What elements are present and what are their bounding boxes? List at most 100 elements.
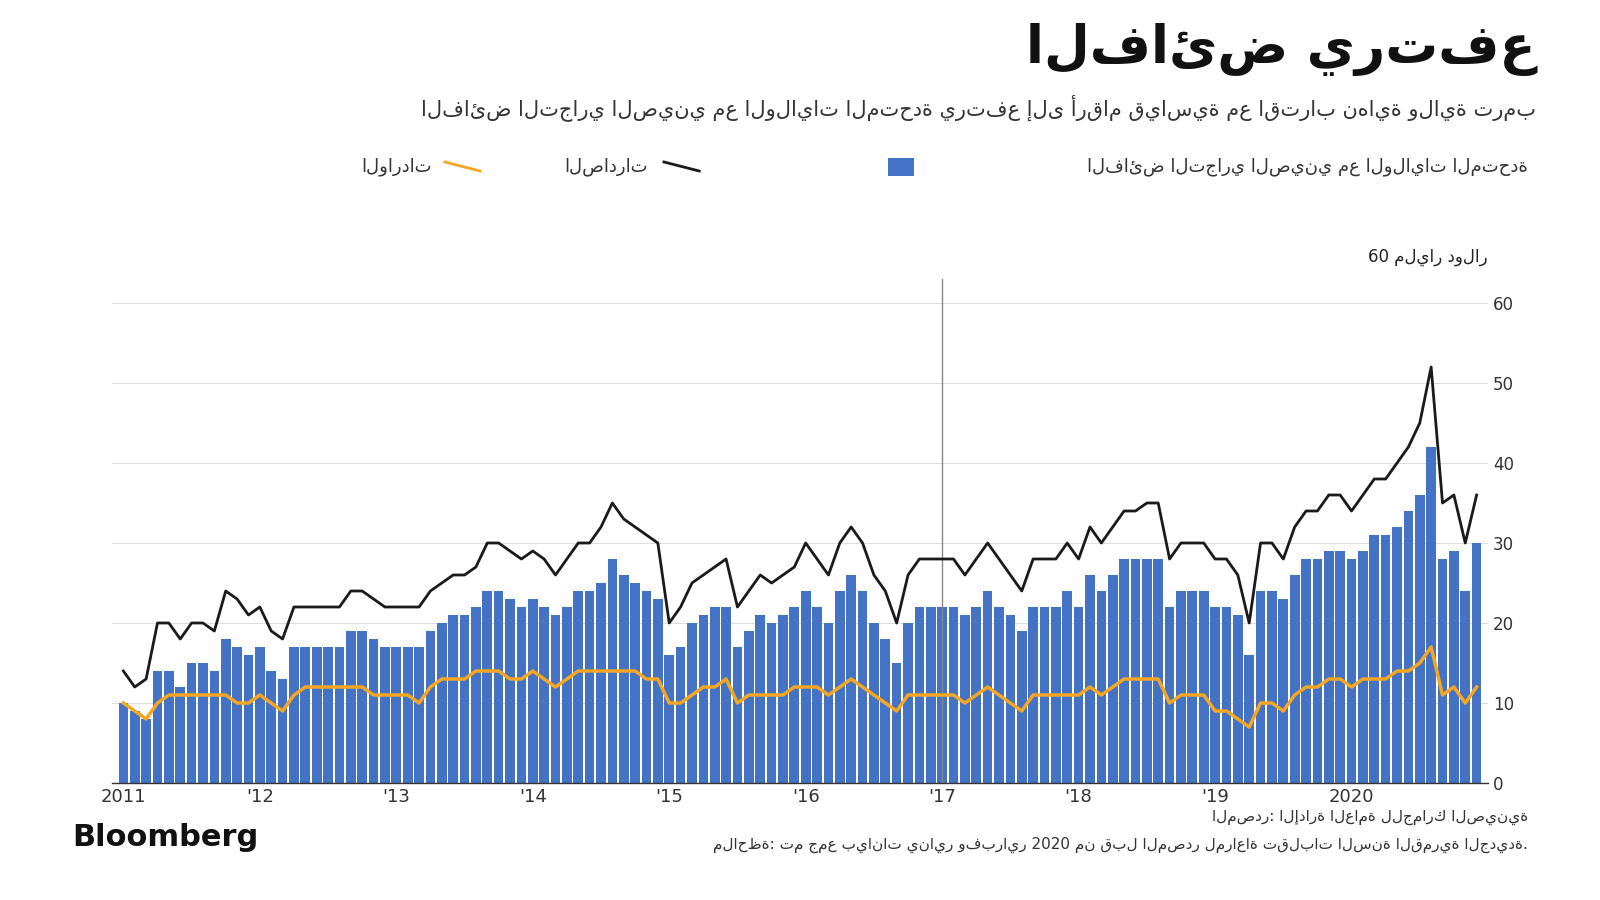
- Text: Bloomberg: Bloomberg: [72, 824, 258, 852]
- Bar: [1165, 607, 1174, 783]
- Bar: [1256, 591, 1266, 783]
- Bar: [1278, 599, 1288, 783]
- Bar: [722, 607, 731, 783]
- Bar: [1245, 655, 1254, 783]
- Bar: [517, 607, 526, 783]
- Bar: [642, 591, 651, 783]
- Bar: [888, 158, 914, 176]
- Bar: [949, 607, 958, 783]
- Bar: [971, 607, 981, 783]
- Bar: [630, 583, 640, 783]
- Bar: [1131, 559, 1141, 783]
- Bar: [323, 647, 333, 783]
- Bar: [448, 615, 458, 783]
- Bar: [1301, 559, 1310, 783]
- Bar: [710, 607, 720, 783]
- Bar: [915, 607, 925, 783]
- Bar: [778, 615, 787, 783]
- Bar: [1290, 575, 1299, 783]
- Bar: [686, 623, 698, 783]
- Bar: [426, 631, 435, 783]
- Bar: [1267, 591, 1277, 783]
- Bar: [744, 631, 754, 783]
- Bar: [1074, 607, 1083, 783]
- Bar: [1472, 543, 1482, 783]
- Bar: [290, 647, 299, 783]
- Bar: [381, 647, 390, 783]
- Text: الفائض التجاري الصيني مع الولايات المتحدة يرتفع إلى أرقام قياسية مع اقتراب نهاية: الفائض التجاري الصيني مع الولايات المتحد…: [421, 94, 1536, 122]
- Bar: [1062, 591, 1072, 783]
- Bar: [904, 623, 914, 783]
- Bar: [254, 647, 264, 783]
- Bar: [1040, 607, 1050, 783]
- Bar: [1381, 535, 1390, 783]
- Bar: [266, 671, 277, 783]
- Bar: [789, 607, 798, 783]
- Bar: [1051, 607, 1061, 783]
- Bar: [1085, 575, 1094, 783]
- Bar: [346, 631, 355, 783]
- Bar: [210, 671, 219, 783]
- Bar: [301, 647, 310, 783]
- Bar: [1323, 551, 1334, 783]
- Bar: [835, 591, 845, 783]
- Text: المصدر: الإدارة العامة للجمارك الصينية: المصدر: الإدارة العامة للجمارك الصينية: [1211, 810, 1528, 825]
- Text: الواردات: الواردات: [362, 158, 432, 176]
- Bar: [1403, 511, 1413, 783]
- Bar: [1347, 559, 1357, 783]
- Bar: [1176, 591, 1186, 783]
- Bar: [494, 591, 504, 783]
- Bar: [584, 591, 595, 783]
- Bar: [1029, 607, 1038, 783]
- Bar: [1096, 591, 1106, 783]
- Bar: [1461, 591, 1470, 783]
- Bar: [1392, 527, 1402, 783]
- Bar: [1438, 559, 1448, 783]
- Bar: [880, 639, 890, 783]
- Bar: [1222, 607, 1232, 783]
- Bar: [846, 575, 856, 783]
- Bar: [152, 671, 162, 783]
- Bar: [619, 575, 629, 783]
- Text: الفائض يرتفع: الفائض يرتفع: [1026, 22, 1536, 76]
- Bar: [130, 711, 139, 783]
- Bar: [483, 591, 493, 783]
- Bar: [506, 599, 515, 783]
- Bar: [176, 687, 186, 783]
- Bar: [1426, 447, 1435, 783]
- Bar: [198, 663, 208, 783]
- Text: الصادرات: الصادرات: [565, 158, 648, 176]
- Bar: [573, 591, 582, 783]
- Bar: [755, 615, 765, 783]
- Bar: [470, 607, 480, 783]
- Bar: [1107, 575, 1117, 783]
- Bar: [1154, 559, 1163, 783]
- Bar: [1312, 559, 1322, 783]
- Bar: [1198, 591, 1208, 783]
- Bar: [1358, 551, 1368, 783]
- Bar: [278, 679, 288, 783]
- Bar: [368, 639, 378, 783]
- Bar: [528, 599, 538, 783]
- Bar: [699, 615, 709, 783]
- Bar: [221, 639, 230, 783]
- Bar: [550, 615, 560, 783]
- Bar: [1210, 607, 1219, 783]
- Bar: [1120, 559, 1130, 783]
- Bar: [869, 623, 878, 783]
- Bar: [1018, 631, 1027, 783]
- Bar: [1414, 495, 1424, 783]
- Bar: [562, 607, 571, 783]
- Bar: [1370, 535, 1379, 783]
- Bar: [1187, 591, 1197, 783]
- Bar: [960, 615, 970, 783]
- Bar: [938, 607, 947, 783]
- Bar: [334, 647, 344, 783]
- Bar: [926, 607, 936, 783]
- Bar: [187, 663, 197, 783]
- Bar: [459, 615, 469, 783]
- Bar: [891, 663, 901, 783]
- Bar: [403, 647, 413, 783]
- Bar: [813, 607, 822, 783]
- Text: 60 مليار دولار: 60 مليار دولار: [1368, 248, 1488, 266]
